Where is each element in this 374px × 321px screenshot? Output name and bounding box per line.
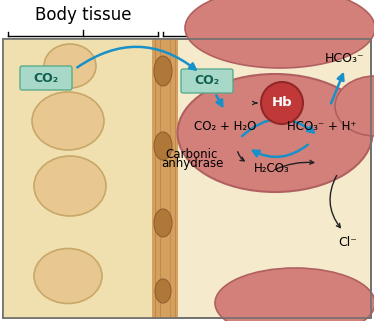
FancyArrowPatch shape <box>331 74 343 103</box>
Ellipse shape <box>34 156 106 216</box>
Text: CO₂: CO₂ <box>33 72 59 84</box>
Ellipse shape <box>155 279 171 303</box>
FancyArrowPatch shape <box>253 145 308 157</box>
Text: Carbonic: Carbonic <box>166 148 218 160</box>
FancyBboxPatch shape <box>181 69 233 93</box>
Text: H₂CO₃: H₂CO₃ <box>254 161 290 175</box>
Ellipse shape <box>185 0 374 68</box>
FancyBboxPatch shape <box>3 39 155 318</box>
FancyBboxPatch shape <box>152 39 178 318</box>
Ellipse shape <box>154 56 172 86</box>
Ellipse shape <box>44 44 96 88</box>
Text: CO₂: CO₂ <box>194 74 220 88</box>
FancyBboxPatch shape <box>20 66 72 90</box>
FancyArrowPatch shape <box>252 101 257 105</box>
Text: HCO₃⁻: HCO₃⁻ <box>325 53 365 65</box>
Text: Cl⁻: Cl⁻ <box>338 237 358 249</box>
Ellipse shape <box>154 209 172 237</box>
Text: Blood capillary: Blood capillary <box>205 6 327 24</box>
FancyBboxPatch shape <box>0 0 374 38</box>
FancyArrowPatch shape <box>330 176 340 228</box>
FancyArrowPatch shape <box>216 95 222 106</box>
FancyBboxPatch shape <box>3 39 371 318</box>
Text: CO₂ + H₂O: CO₂ + H₂O <box>194 119 256 133</box>
FancyArrowPatch shape <box>238 152 244 161</box>
Ellipse shape <box>154 132 172 160</box>
Text: HCO₃⁻ + H⁺: HCO₃⁻ + H⁺ <box>287 119 357 133</box>
Ellipse shape <box>178 74 373 192</box>
Ellipse shape <box>335 76 374 136</box>
Ellipse shape <box>34 248 102 303</box>
Ellipse shape <box>32 92 104 150</box>
Ellipse shape <box>215 268 374 321</box>
Circle shape <box>261 82 303 124</box>
Text: Hb: Hb <box>272 97 292 109</box>
FancyArrowPatch shape <box>242 119 314 136</box>
Text: Body tissue: Body tissue <box>35 6 131 24</box>
Text: anhydrase: anhydrase <box>161 158 223 170</box>
FancyArrowPatch shape <box>77 47 196 70</box>
FancyArrowPatch shape <box>275 160 314 170</box>
